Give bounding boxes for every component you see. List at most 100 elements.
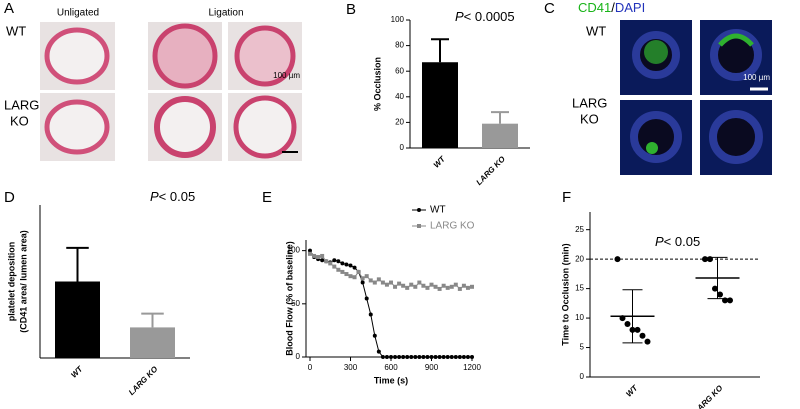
y-tick-label: 0: [296, 352, 301, 361]
panel-label: A: [4, 0, 14, 17]
panel-label: C: [544, 0, 555, 17]
marker: [425, 355, 430, 359]
y-tick-label: 25: [575, 225, 584, 234]
marker: [352, 275, 357, 280]
legend-marker: [417, 224, 421, 228]
p-text: < 0.05: [159, 189, 196, 204]
stain: DAPI: [615, 0, 645, 15]
y-tick-label: 100: [287, 246, 301, 255]
marker: [425, 285, 430, 290]
stain-title: CD41/DAPI: [578, 0, 645, 15]
marker: [376, 349, 381, 354]
y-tick-label: 10: [575, 313, 584, 322]
y-axis-label: % Occlusion: [372, 57, 382, 111]
marker: [429, 282, 434, 287]
point: [722, 297, 728, 304]
marker: [401, 283, 406, 288]
marker: [384, 282, 389, 287]
vessel: [44, 27, 110, 85]
marker: [344, 262, 349, 267]
row-label: LARG: [572, 95, 607, 110]
vessel: [709, 110, 763, 164]
marker: [465, 285, 470, 290]
marker: [384, 355, 389, 359]
marker: [376, 277, 381, 282]
scale-label: 100 µm: [273, 71, 300, 80]
bar: [422, 62, 458, 148]
row-label: WT: [586, 23, 606, 38]
x-tick-label: 300: [344, 363, 358, 372]
marker: [368, 312, 373, 317]
vessel: [44, 99, 110, 155]
x-tick-label: WT: [69, 364, 85, 380]
marker: [409, 355, 414, 359]
marker: [320, 253, 325, 258]
marker: [441, 355, 446, 359]
marker: [429, 355, 434, 359]
x-tick-label: LARG KO: [127, 364, 160, 397]
marker: [445, 355, 450, 359]
marker: [389, 355, 393, 359]
marker: [328, 261, 333, 266]
p-text: < 0.0005: [464, 9, 515, 24]
point: [629, 326, 636, 333]
marker: [453, 282, 458, 287]
p-symbol: P: [150, 189, 159, 204]
scale-label: 100 µm: [743, 73, 770, 82]
panel-label: E: [262, 189, 272, 206]
y-tick-label: 20: [575, 254, 584, 263]
row-label: WT: [6, 23, 26, 38]
marker: [413, 284, 418, 289]
point: [624, 320, 631, 327]
marker: [336, 267, 341, 272]
x-tick-label: LARG KO: [474, 154, 507, 187]
y-axis-label: Blood Flow (% of baseline): [284, 241, 294, 356]
bar: [130, 327, 175, 358]
y-tick-label: 5: [580, 343, 585, 352]
x-tick-label: 1200: [463, 363, 481, 372]
bar: [55, 281, 100, 358]
marker: [401, 355, 406, 359]
x-tick-label: 600: [384, 363, 398, 372]
marker: [312, 253, 317, 258]
p-text: < 0.05: [664, 234, 701, 249]
vessel: [152, 23, 218, 89]
marker: [409, 282, 414, 287]
marker: [397, 281, 402, 286]
marker: [380, 355, 385, 359]
chart: F P< 0.05 Time to Occlusion (min) 0 5 10 15 20 2…: [560, 189, 760, 409]
panel-label: F: [562, 189, 571, 206]
marker: [393, 284, 398, 289]
y-axis-label: (CD41 area/ lumen area): [18, 230, 28, 333]
x-axis-label: Time (s): [374, 375, 408, 385]
legend-label: LARG KO: [430, 221, 475, 232]
point: [644, 338, 651, 345]
marker: [344, 272, 349, 277]
platelet: [718, 33, 754, 47]
x-tick-label: LARG KO: [692, 383, 725, 409]
point: [712, 285, 718, 292]
y-tick-label: 100: [391, 15, 405, 24]
point: [702, 256, 708, 263]
y-axis-label: platelet deposition: [6, 242, 16, 322]
platelet: [646, 142, 658, 154]
row-label: LARG: [4, 97, 39, 112]
marker: [470, 355, 474, 359]
point: [634, 326, 641, 333]
y-tick-label: 20: [395, 118, 404, 127]
marker: [461, 283, 466, 288]
point: [707, 256, 713, 263]
marker: [389, 280, 393, 285]
vessel: [630, 111, 682, 163]
marker: [397, 355, 402, 359]
marker: [348, 274, 353, 279]
marker: [372, 280, 377, 285]
marker: [348, 263, 353, 268]
y-tick-label: 50: [291, 299, 300, 308]
marker: [433, 355, 438, 359]
marker: [413, 355, 418, 359]
column-label: Ligation: [208, 8, 243, 19]
p-symbol: P: [655, 234, 664, 249]
marker: [320, 258, 325, 263]
